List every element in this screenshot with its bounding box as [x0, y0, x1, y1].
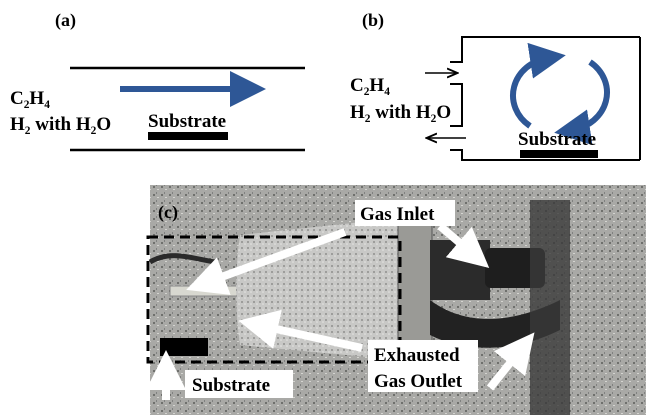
panel-label: (c)	[158, 202, 178, 223]
flow-arrow	[513, 58, 548, 126]
callout-label: Gas Outlet	[374, 371, 463, 392]
gas-label: C₂H₄	[350, 75, 390, 96]
substrate-label: Substrate	[518, 129, 596, 150]
gas-label: C₂H₄	[10, 88, 50, 109]
callout-label: Gas Inlet	[360, 204, 435, 225]
connector	[430, 240, 490, 300]
panel-a: (a) C₂H₄ H₂ with H₂O Substrate	[10, 10, 305, 150]
panel-label: (a)	[55, 10, 76, 31]
substrate	[160, 338, 208, 356]
substrate-label: Substrate	[148, 111, 226, 132]
panel-c: (c) Gas Inlet Exhausted Gas Outlet Subst…	[148, 185, 646, 415]
fitting	[530, 200, 570, 415]
substrate	[520, 150, 598, 158]
flow-arrow	[572, 62, 607, 130]
gas-label: H₂ with H₂O	[350, 102, 451, 123]
panel-b: (b) C₂H₄ H₂ with H₂O Substrate	[350, 10, 640, 160]
substrate	[148, 132, 228, 140]
figure: (a) C₂H₄ H₂ with H₂O Substrate (b) C₂H₄ …	[0, 0, 646, 415]
rod	[170, 286, 242, 296]
callout-label: Substrate	[192, 375, 270, 396]
gas-label: H₂ with H₂O	[10, 114, 111, 135]
callout-label: Exhausted	[374, 345, 460, 366]
panel-label: (b)	[362, 10, 384, 31]
